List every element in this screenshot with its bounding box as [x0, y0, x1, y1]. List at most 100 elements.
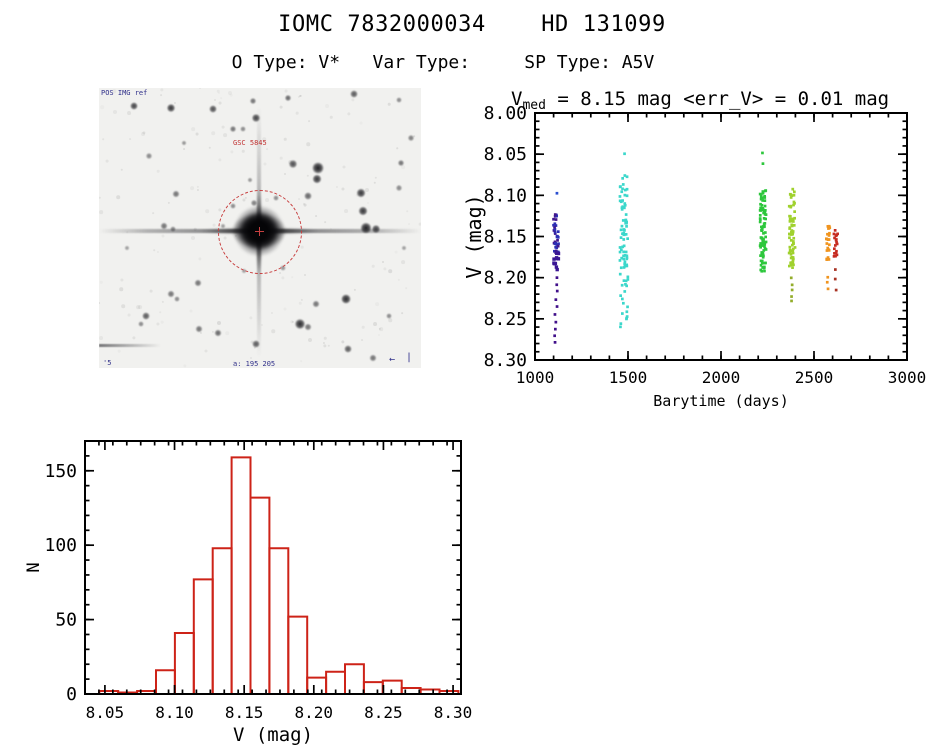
field-star — [140, 310, 152, 322]
image-noise-speck — [405, 287, 407, 289]
image-noise-speck — [160, 94, 162, 96]
image-noise-speck — [113, 110, 117, 114]
image-noise-speck — [120, 168, 124, 172]
image-noise-speck — [132, 336, 136, 340]
image-noise-speck — [208, 146, 212, 150]
image-noise-speck — [347, 112, 351, 116]
scale-label: '5 — [103, 359, 112, 367]
image-noise-speck — [373, 322, 377, 326]
image-noise-speck — [367, 202, 369, 204]
field-star — [165, 102, 177, 114]
image-noise-speck — [341, 187, 345, 191]
image-noise-speck — [217, 321, 221, 325]
image-noise-speck — [214, 99, 216, 101]
image-noise-speck — [99, 302, 100, 304]
target-label: GSC 5845 — [233, 139, 267, 147]
image-noise-speck — [191, 236, 195, 240]
image-noise-speck — [253, 346, 257, 350]
image-noise-speck — [383, 267, 387, 271]
svg-text:8.05: 8.05 — [484, 144, 527, 165]
image-noise-speck — [117, 349, 121, 353]
svg-text:Barytime (days): Barytime (days) — [653, 392, 788, 410]
image-noise-speck — [353, 288, 357, 292]
image-noise-speck — [306, 142, 310, 146]
image-noise-speck — [371, 264, 375, 268]
image-noise-speck — [378, 327, 382, 331]
image-noise-speck — [284, 89, 288, 93]
image-noise-speck — [374, 176, 378, 180]
image-noise-speck — [261, 324, 263, 326]
image-noise-speck — [360, 122, 363, 125]
image-noise-speck — [199, 331, 203, 335]
lightcurve-scatter-plot: Vmed = 8.15 mag <err_V> = 0.01 mag 1000 15… — [462, 88, 927, 410]
field-star — [396, 158, 406, 168]
image-noise-speck — [190, 186, 194, 190]
svg-text:100: 100 — [44, 535, 77, 556]
image-artifact-streak — [99, 344, 161, 347]
svg-text:3000: 3000 — [888, 368, 927, 387]
image-noise-speck — [298, 94, 302, 98]
image-noise-speck — [324, 221, 326, 223]
svg-text:8.30: 8.30 — [434, 703, 473, 722]
image-noise-speck — [161, 234, 165, 238]
svg-text:50: 50 — [55, 610, 77, 631]
image-noise-speck — [283, 137, 287, 141]
field-star — [356, 204, 370, 218]
image-noise-speck — [152, 212, 154, 214]
image-noise-speck — [361, 325, 365, 329]
image-noise-speck — [195, 132, 199, 136]
field-star — [123, 244, 131, 252]
image-noise-speck — [205, 209, 209, 213]
target-marker-circle — [218, 190, 302, 274]
histogram-bars — [98, 456, 460, 694]
image-noise-speck — [228, 91, 232, 95]
image-noise-speck — [204, 349, 208, 353]
image-noise-speck — [225, 331, 229, 335]
survey-label: POS IMG ref — [101, 89, 148, 97]
image-noise-speck — [99, 196, 102, 200]
image-noise-speck — [216, 89, 220, 93]
image-noise-speck — [382, 261, 384, 263]
image-noise-speck — [298, 301, 302, 305]
image-noise-speck — [266, 148, 268, 150]
image-noise-speck — [327, 344, 331, 348]
image-noise-speck — [418, 222, 421, 226]
image-noise-speck — [283, 307, 287, 311]
image-noise-speck — [297, 95, 301, 99]
field-star — [283, 93, 293, 103]
image-noise-speck — [129, 138, 131, 140]
finder-chart-image: GSC 5845 POS IMG ref a: 195 205 '5 ← | — [99, 88, 421, 368]
image-noise-speck — [315, 215, 317, 217]
image-noise-speck — [218, 92, 220, 94]
image-noise-speck — [388, 318, 392, 322]
field-star — [228, 124, 238, 134]
svg-text:8.30: 8.30 — [484, 350, 527, 371]
svg-text:8.25: 8.25 — [484, 309, 527, 330]
image-noise-speck — [218, 158, 222, 162]
field-star — [368, 353, 378, 363]
image-noise-speck — [241, 149, 245, 153]
svg-text:0: 0 — [66, 684, 77, 705]
image-noise-speck — [284, 173, 286, 175]
image-noise-speck — [142, 131, 146, 135]
field-star — [400, 244, 408, 252]
svg-text:8.00: 8.00 — [484, 103, 527, 124]
image-noise-speck — [288, 160, 292, 164]
field-star — [339, 292, 353, 306]
image-noise-speck — [401, 165, 405, 169]
compass-arrow-icon: ← — [389, 354, 396, 365]
image-noise-speck — [141, 132, 145, 136]
image-noise-speck — [183, 364, 187, 368]
image-noise-speck — [325, 104, 329, 108]
image-noise-speck — [99, 336, 103, 340]
image-noise-speck — [299, 94, 303, 98]
image-noise-speck — [120, 278, 124, 282]
image-noise-speck — [199, 88, 201, 89]
image-noise-speck — [189, 309, 193, 313]
image-noise-speck — [102, 138, 104, 140]
image-noise-speck — [300, 245, 304, 249]
field-star — [159, 221, 169, 231]
image-noise-speck — [271, 329, 275, 333]
field-star — [385, 312, 393, 320]
svg-text:8.20: 8.20 — [484, 268, 527, 289]
